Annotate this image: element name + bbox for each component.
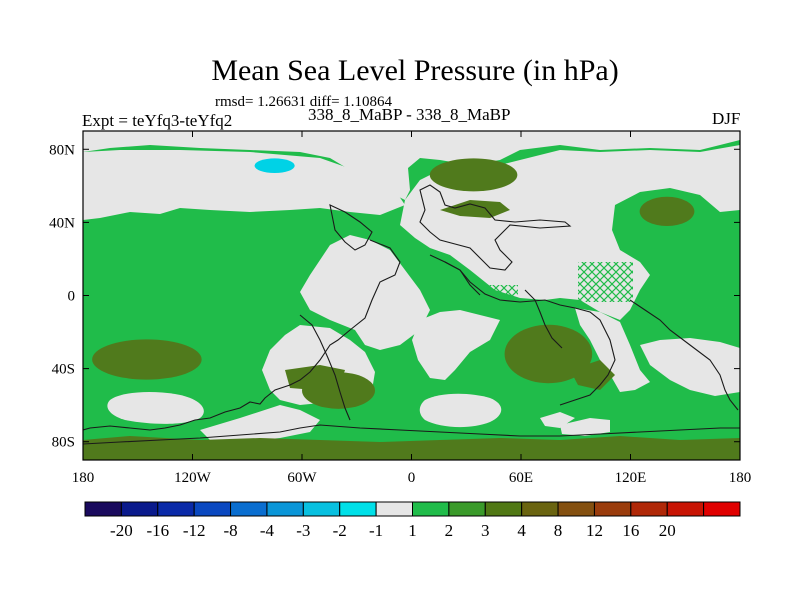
coast-india <box>524 289 563 349</box>
colorbar-label: -20 <box>110 521 133 540</box>
grey-north-band <box>83 150 405 220</box>
grey-tropical-america <box>300 235 430 350</box>
experiment-label: Expt = teYfq3-teYfq2 <box>82 111 233 130</box>
season-label: DJF <box>712 109 741 128</box>
anomaly-negative-1 <box>254 158 295 174</box>
x-tick-label: 0 <box>408 470 416 486</box>
colorbar-swatch <box>193 501 232 517</box>
coast-asia-east <box>629 299 739 411</box>
anomaly-positive-4-north-atlantic-europe <box>429 158 518 192</box>
colorbar-swatch <box>84 501 122 517</box>
colorbar-swatch <box>230 501 268 517</box>
hatch-maritime-continent <box>578 262 633 302</box>
colorbar-swatch <box>157 501 195 517</box>
colorbar-swatch <box>484 501 523 517</box>
colorbar-swatch <box>666 501 705 517</box>
coast-south-america-west <box>299 314 351 421</box>
field-dark-green-patches <box>83 200 740 460</box>
colorbar-swatch <box>375 501 414 517</box>
anomaly-regions <box>92 158 695 409</box>
colorbar-swatch <box>703 501 741 517</box>
x-axis: 180 120W 60W 0 60E 120E 180 <box>72 131 752 486</box>
x-tick-label: 60W <box>287 470 317 486</box>
x-tick-label: 180 <box>72 470 95 486</box>
x-tick-label: 60E <box>509 470 533 486</box>
x-tick-label: 120E <box>615 470 647 486</box>
grey-southern-ocean-3 <box>560 418 610 436</box>
map-field <box>83 131 740 460</box>
dark-patch-south-pole-strip <box>83 436 740 460</box>
runs-label: 338_8_MaBP - 338_8_MaBP <box>308 105 511 124</box>
dark-patch-europe-tail <box>440 200 510 218</box>
y-tick-label: 80S <box>52 435 75 451</box>
dark-patch-south-america-west <box>285 365 345 390</box>
coast-europe <box>419 184 572 271</box>
grey-south-pole-east <box>540 412 575 428</box>
colorbar-label: 8 <box>554 521 563 540</box>
colorbar-label: -16 <box>146 521 169 540</box>
coast-mediterranean <box>444 261 481 296</box>
colorbar-label: -4 <box>260 521 275 540</box>
coast-greenland <box>329 204 373 251</box>
coast-africa <box>429 254 616 406</box>
coast-antarctica <box>83 424 740 445</box>
grey-south-pacific-west <box>107 392 204 424</box>
dark-patch-indian-south <box>570 360 615 390</box>
colorbar-label: 1 <box>408 521 417 540</box>
y-tick-label: 80N <box>49 142 75 158</box>
colorbar-label: -3 <box>296 521 310 540</box>
colorbar-swatch <box>302 501 341 517</box>
colorbar-label: -2 <box>333 521 347 540</box>
y-tick-label: 40S <box>52 362 75 378</box>
anomaly-positive-4-indian-ocean <box>504 324 593 384</box>
colorbar-swatch <box>412 501 450 517</box>
colorbar-label: -8 <box>223 521 237 540</box>
colorbar-label: 12 <box>586 521 603 540</box>
colorbar-label: 20 <box>659 521 676 540</box>
x-tick-label: 180 <box>729 470 752 486</box>
colorbar-label: 4 <box>517 521 526 540</box>
colorbar-label: 16 <box>622 521 639 540</box>
grey-southern-ocean-1 <box>200 405 320 442</box>
hatch-indian-ocean <box>478 285 518 303</box>
colorbar-swatch <box>593 501 632 517</box>
grey-east-south-pacific <box>640 338 740 396</box>
y-tick-label: 0 <box>68 289 76 305</box>
colorbar-swatch <box>521 501 559 517</box>
stats-line: rmsd= 1.26631 diff= 1.10864 <box>215 94 393 110</box>
colorbar-swatch <box>339 501 377 517</box>
coastlines <box>83 184 740 445</box>
colorbar-label: -1 <box>369 521 383 540</box>
colorbar-swatch <box>266 501 304 517</box>
colorbar-label: -12 <box>183 521 206 540</box>
colorbar-label: 3 <box>481 521 490 540</box>
colorbar-label: 2 <box>445 521 454 540</box>
colorbar-swatch <box>557 501 595 517</box>
grey-africa <box>412 310 500 380</box>
anomaly-positive-4-south-pacific <box>92 339 202 380</box>
y-tick-label: 40N <box>49 215 75 231</box>
grey-arctic <box>83 131 740 200</box>
y-axis: 80N 40N 0 40S 80S <box>49 142 740 451</box>
coast-americas <box>83 239 401 431</box>
colorbar-swatch <box>120 501 159 517</box>
anomaly-positive-4-north-pacific <box>639 196 695 227</box>
x-tick-label: 120W <box>174 470 212 486</box>
grey-southern-ocean-2 <box>419 393 502 428</box>
colorbar: -20 -16 -12 -8 -4 -3 -2 -1 1 2 3 4 8 12 16 20 <box>84 501 741 540</box>
colorbar-swatch <box>448 501 486 517</box>
hatch-central-pacific <box>680 272 730 312</box>
colorbar-swatch <box>630 501 668 517</box>
chart-title: Mean Sea Level Pressure (in hPa) <box>211 54 619 87</box>
field-hatched-areas <box>478 262 730 312</box>
field-grey-areas <box>83 131 740 442</box>
